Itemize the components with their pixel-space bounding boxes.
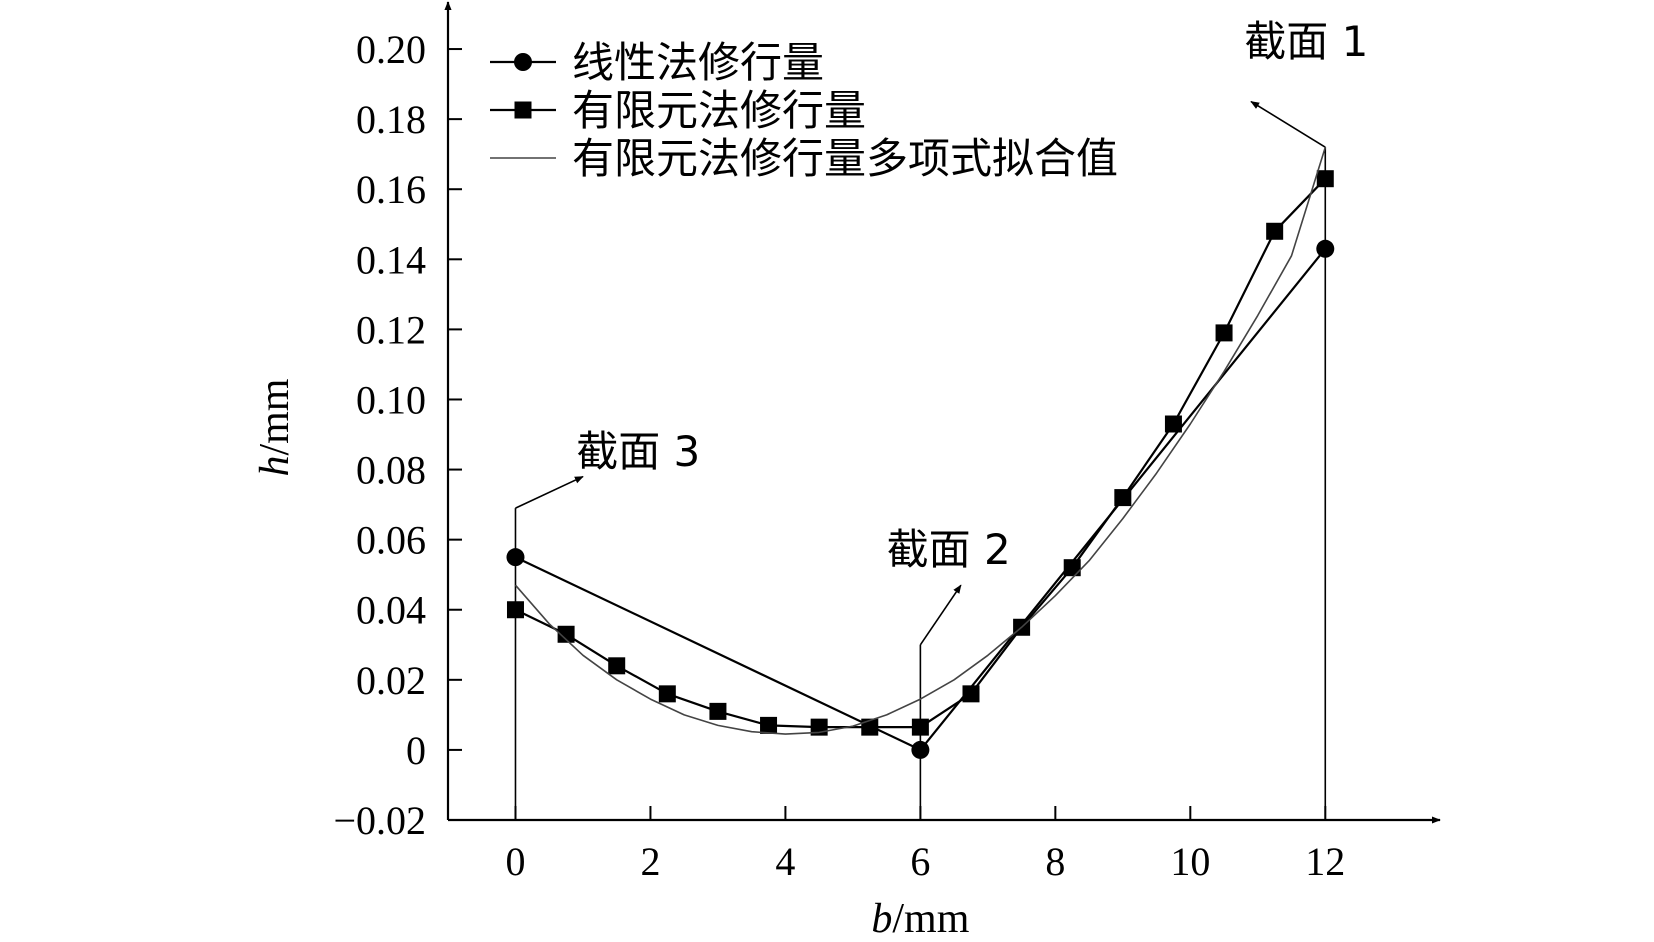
data-point [1266, 222, 1284, 240]
axes [444, 1, 1441, 824]
y-tick-label: 0.04 [356, 588, 426, 633]
legend-item: 有限元法修行量 [490, 86, 866, 135]
y-tick-label: 0.16 [356, 167, 426, 212]
x-tick-label: 0 [505, 839, 525, 884]
y-tick-label: 0.14 [356, 237, 426, 282]
series-layer [506, 146, 1335, 759]
series-2 [506, 170, 1334, 736]
data-point [1164, 415, 1182, 433]
data-point [608, 657, 626, 675]
annotation-label: 截面 1 [1244, 17, 1368, 66]
series-3 [514, 146, 1327, 735]
data-point [911, 740, 930, 759]
x-ticks: 0 2 4 6 8 10 12 [505, 806, 1345, 884]
legend-label: 线性法修行量 [572, 38, 824, 87]
x-tick-label: 10 [1170, 839, 1210, 884]
data-point [760, 716, 778, 734]
data-point [658, 685, 676, 703]
x-tick-label: 2 [640, 839, 660, 884]
legend-label: 有限元法修行量 [572, 86, 866, 135]
legend-marker [514, 53, 532, 71]
x-tick-label: 12 [1305, 839, 1345, 884]
annotation-arrow [515, 475, 584, 509]
y-tick-label: 0.18 [356, 97, 426, 142]
y-tick-label: 0.20 [356, 27, 426, 72]
x-axis-label: b/mm [871, 896, 969, 942]
axis-unit: /mm [892, 896, 969, 942]
annotation-arrow [919, 584, 962, 646]
axis-variable: b [871, 896, 892, 942]
data-point [911, 718, 929, 736]
data-point [1215, 324, 1233, 342]
legend-item: 有限元法修行量多项式拟合值 [490, 134, 1118, 183]
legend-item: 线性法修行量 [490, 38, 824, 87]
annotation-label: 截面 3 [576, 427, 700, 476]
data-point [506, 601, 524, 619]
legend-label: 有限元法修行量多项式拟合值 [572, 134, 1118, 183]
annotation-arrow [1250, 100, 1326, 148]
data-point [1316, 170, 1334, 188]
annotations: 截面 1 截面 2 截面 3 [514, 17, 1368, 820]
axis-unit: /mm [252, 378, 298, 455]
y-ticks: −0.02 0 0.02 0.04 0.06 0.08 0.10 0.12 0.14 0.16 0.… [333, 27, 462, 843]
series-1 [506, 239, 1335, 759]
x-tick-label: 6 [910, 839, 930, 884]
series-line [514, 146, 1327, 735]
data-point [861, 718, 879, 736]
y-tick-label: 0.12 [356, 307, 426, 352]
annotation-label: 截面 2 [887, 525, 1011, 574]
axis-variable: h [252, 456, 298, 477]
x-tick-label: 8 [1045, 839, 1065, 884]
y-tick-label: 0 [406, 728, 426, 773]
data-point [1316, 239, 1335, 258]
y-tick-label: 0.02 [356, 658, 426, 703]
y-tick-label: −0.02 [333, 798, 426, 843]
data-point [709, 702, 727, 720]
data-point [1063, 559, 1081, 577]
y-tick-label: 0.10 [356, 377, 426, 422]
legend-marker [514, 101, 532, 119]
data-point [962, 685, 980, 703]
data-point [1114, 489, 1132, 507]
y-tick-label: 0.08 [356, 448, 426, 493]
y-tick-label: 0.06 [356, 518, 426, 563]
data-point [557, 625, 575, 643]
x-tick-label: 4 [775, 839, 795, 884]
y-axis-label: h/mm [252, 378, 298, 476]
data-point [506, 548, 525, 567]
